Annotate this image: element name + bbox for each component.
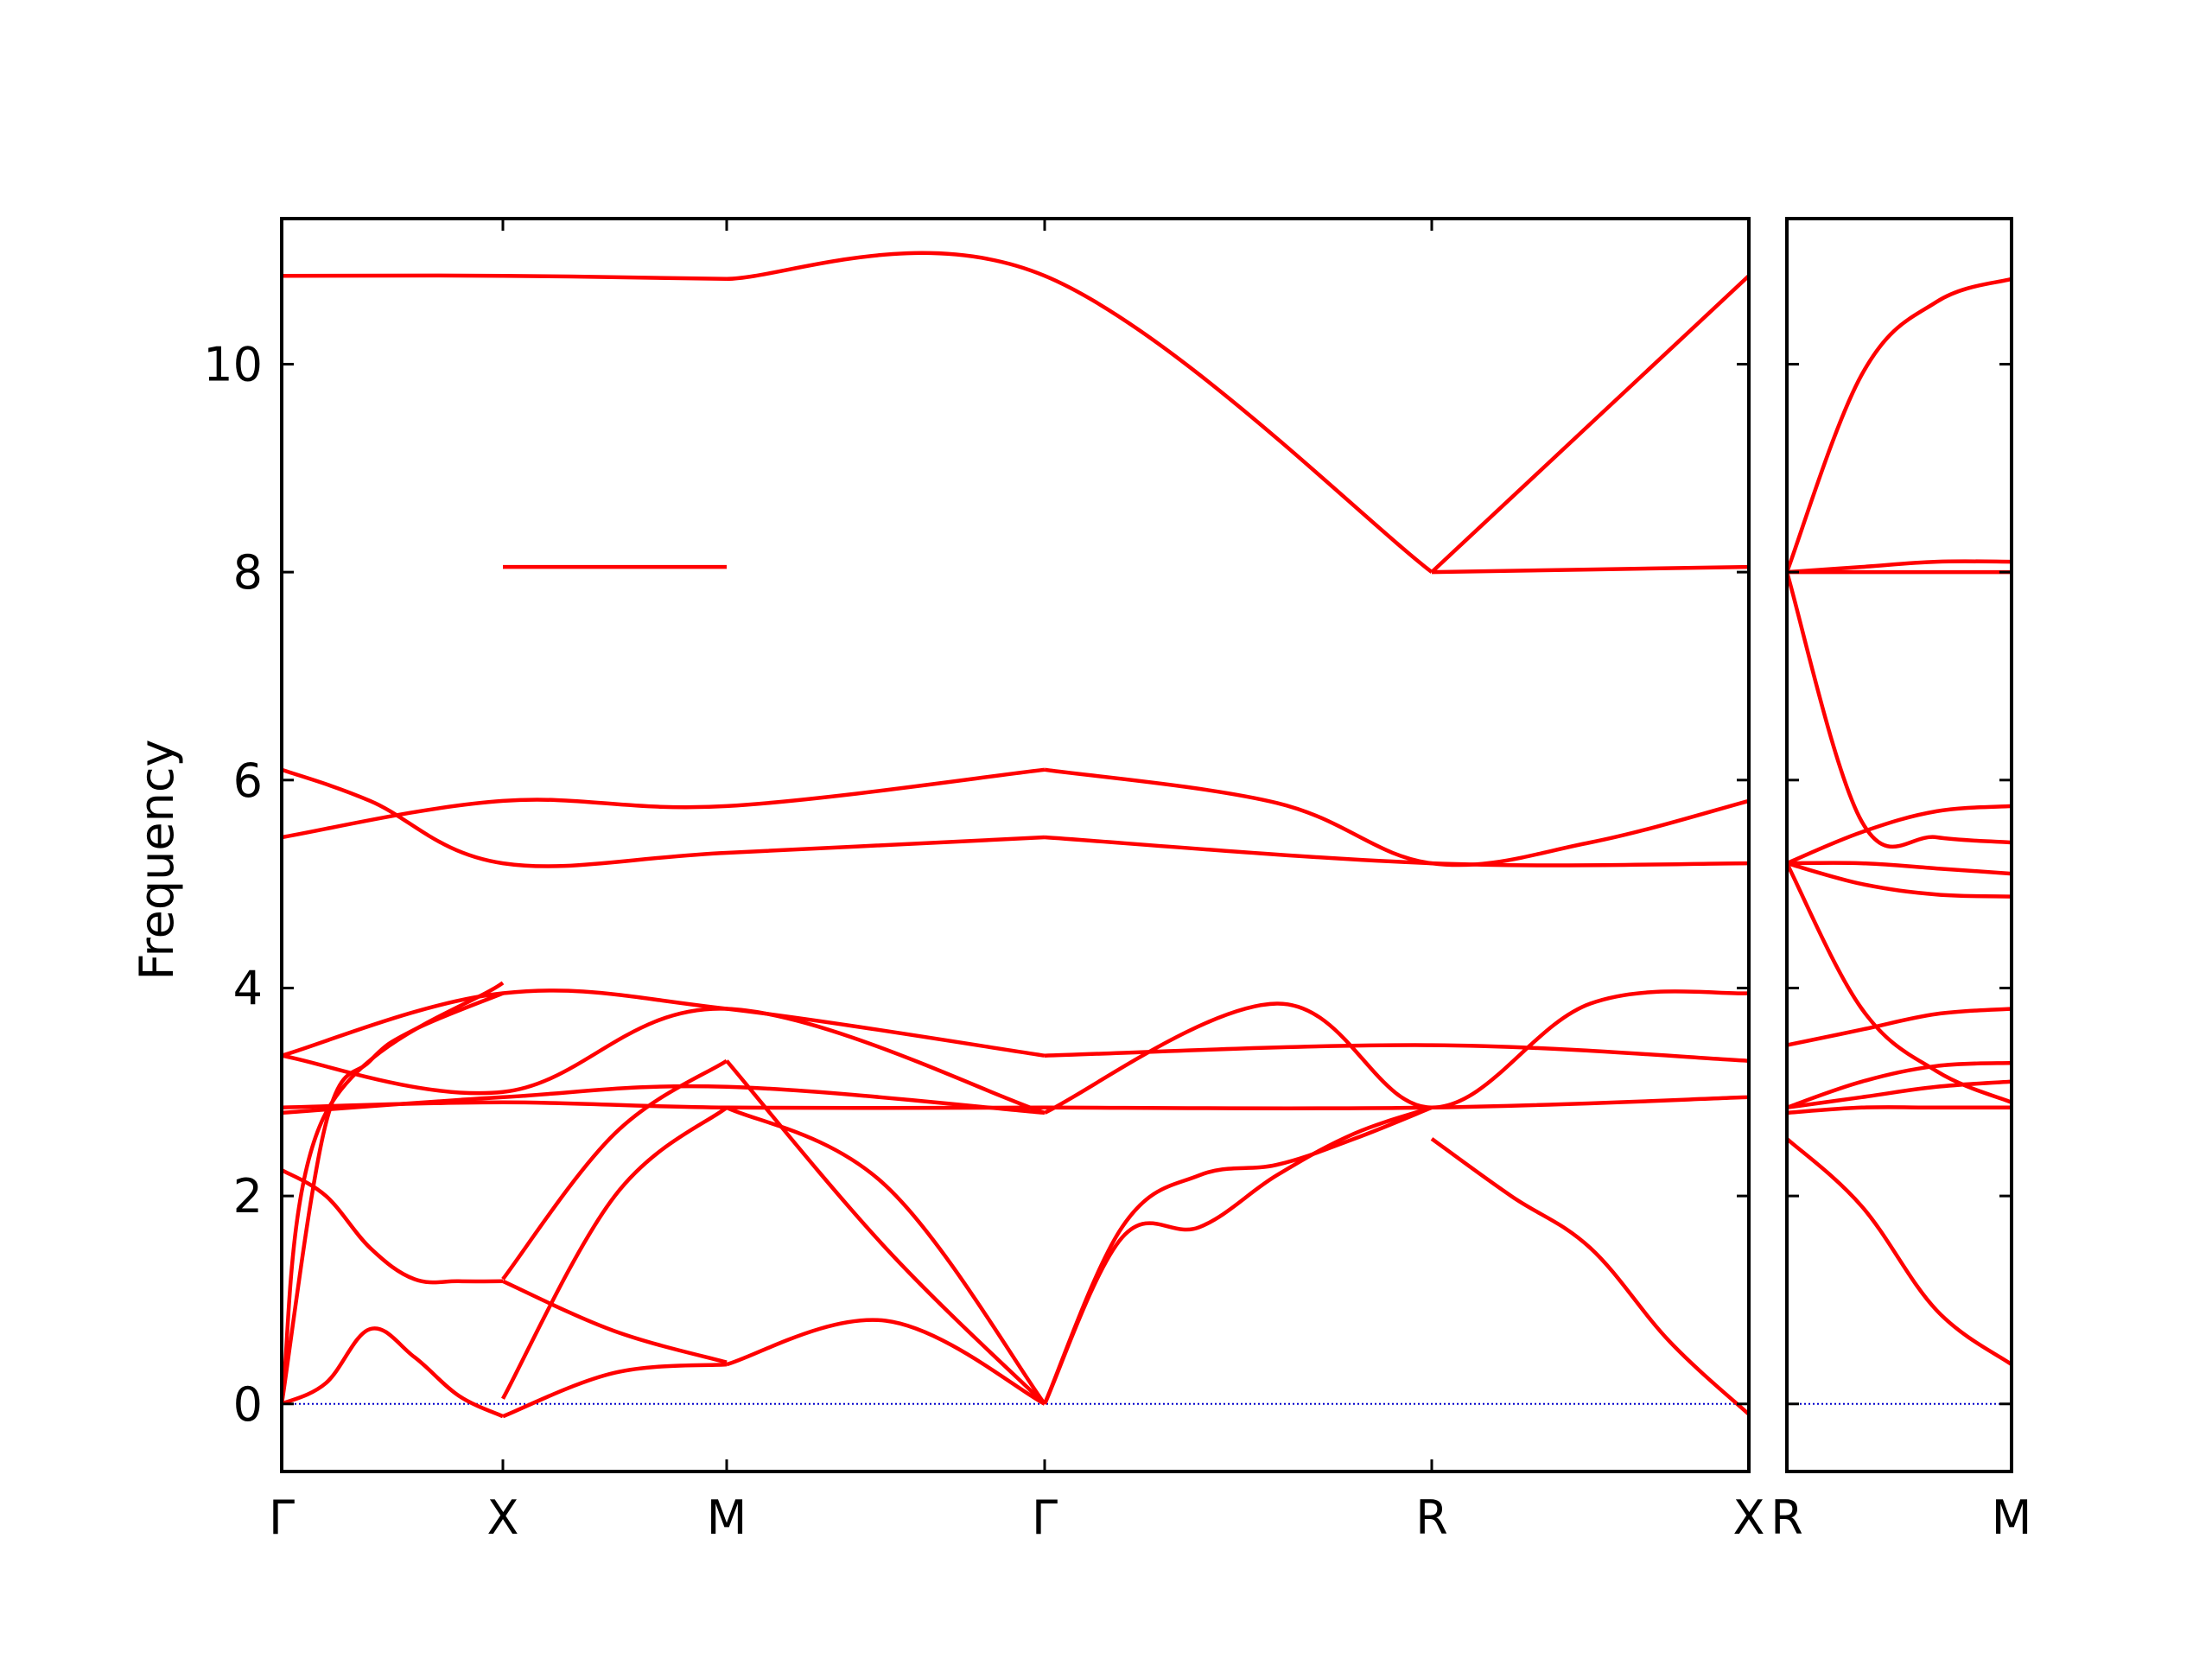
- side-band-7: [1787, 862, 2012, 1104]
- side-band-1: [1787, 559, 2012, 575]
- main-band-18: [1044, 1043, 1749, 1063]
- main-xtick-label: M: [707, 1491, 747, 1545]
- main-band-13: [502, 1279, 728, 1364]
- side-band-8: [1787, 1007, 2012, 1047]
- main-xtick-label: R: [1415, 1491, 1448, 1545]
- main-band-21: [282, 767, 1046, 868]
- main-band-17: [282, 988, 1046, 1058]
- side-panel-frame: [1785, 217, 2013, 1473]
- main-band-3: [282, 981, 505, 1405]
- main-band-25: [282, 273, 728, 282]
- main-band-12: [282, 1168, 504, 1285]
- main-band-10: [1042, 1105, 1433, 1405]
- main-band-29: [1431, 564, 1749, 575]
- y-tick-label: 6: [233, 753, 263, 808]
- main-xtick-label: X: [487, 1491, 519, 1545]
- main-band-0: [282, 1326, 504, 1419]
- main-panel-frame: [280, 217, 1751, 1473]
- y-axis-label: Frequency: [130, 740, 184, 981]
- side-band-5: [1787, 861, 2012, 876]
- side-band-0: [1787, 276, 2012, 573]
- main-band-16: [282, 1007, 1046, 1116]
- main-xtick-label: Γ: [269, 1491, 295, 1545]
- main-band-15: [282, 1084, 1046, 1116]
- main-band-11: [1430, 1137, 1749, 1416]
- main-band-5: [501, 1106, 728, 1400]
- side-band-10: [1787, 1079, 2012, 1110]
- main-band-2: [726, 1318, 1046, 1406]
- main-xtick-label: X: [1733, 1491, 1765, 1545]
- phonon-bands-main: [282, 251, 1749, 1419]
- y-tick-label: 8: [233, 545, 263, 600]
- side-band-4: [1787, 804, 2012, 866]
- main-band-6: [501, 1058, 728, 1281]
- y-tick-label: 0: [233, 1377, 263, 1432]
- main-band-26: [726, 251, 1433, 574]
- y-tick-label: 2: [233, 1169, 263, 1224]
- side-xtick-label: R: [1770, 1491, 1803, 1545]
- main-band-20: [1044, 989, 1749, 1115]
- y-tick-label: 10: [203, 337, 263, 391]
- main-band-24: [1044, 835, 1749, 868]
- y-tick-label: 4: [233, 961, 263, 1015]
- main-xtick-label: Γ: [1032, 1491, 1058, 1545]
- main-ticks: Γ X M Γ R X 0 2 4 6 8 10: [203, 219, 1765, 1545]
- main-band-8: [726, 1105, 1046, 1406]
- side-band-11: [1787, 1105, 2012, 1116]
- main-band-22: [282, 767, 1046, 840]
- phonon-bands-side: [1787, 276, 2012, 1366]
- main-band-1: [502, 1362, 728, 1419]
- main-band-27: [1430, 274, 1749, 574]
- side-band-6: [1787, 861, 2012, 899]
- main-panel: Γ X M Γ R X 0 2 4 6 8 10: [203, 217, 1765, 1545]
- side-band-9: [1787, 1060, 2012, 1109]
- side-band-12: [1787, 1137, 2012, 1366]
- side-band-3: [1787, 571, 2012, 849]
- side-xtick-label: M: [1992, 1491, 2032, 1545]
